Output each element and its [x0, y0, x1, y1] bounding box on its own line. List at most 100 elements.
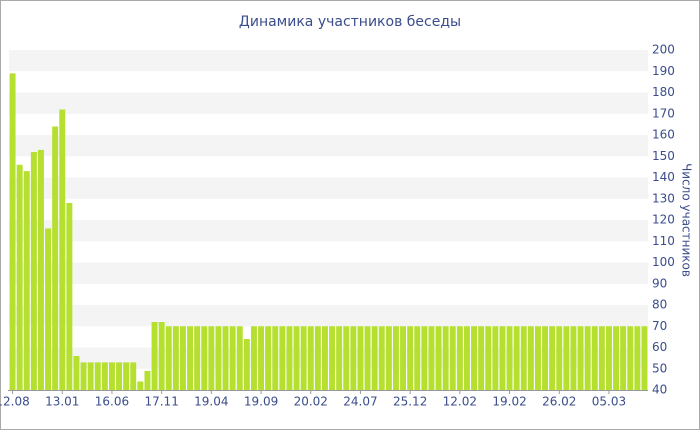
y-tick-label: 100: [652, 255, 675, 269]
x-tick-label: 19.04: [194, 395, 228, 409]
bar: [556, 326, 563, 390]
bar: [542, 326, 549, 390]
grid-band: [9, 177, 648, 199]
bar: [620, 326, 627, 390]
y-tick-label: 170: [652, 106, 675, 120]
x-tick-label: 12.08: [0, 395, 30, 409]
bar: [463, 326, 470, 390]
bar: [208, 326, 215, 390]
grid-band: [9, 241, 648, 263]
bar: [16, 164, 23, 390]
bar: [250, 326, 257, 390]
y-tick-label: 40: [652, 383, 667, 397]
bar: [421, 326, 428, 390]
bar: [123, 362, 130, 390]
bar: [371, 326, 378, 390]
bar: [30, 152, 37, 390]
bar: [80, 362, 87, 390]
bar: [527, 326, 534, 390]
bar: [314, 326, 321, 390]
bar: [350, 326, 357, 390]
bar: [329, 326, 336, 390]
bar: [300, 326, 307, 390]
x-tick-label: 19.09: [244, 395, 278, 409]
y-tick-label: 130: [652, 191, 675, 205]
bar: [151, 322, 158, 390]
bar: [307, 326, 314, 390]
y-tick-label: 180: [652, 85, 675, 99]
x-tick-label: 24.07: [343, 395, 377, 409]
bar: [392, 326, 399, 390]
x-tick-label: 13.01: [45, 395, 79, 409]
bar: [357, 326, 364, 390]
y-tick-label: 70: [652, 319, 667, 333]
bar: [158, 322, 165, 390]
grid-band: [9, 305, 648, 327]
bar: [471, 326, 478, 390]
bar: [336, 326, 343, 390]
bar: [343, 326, 350, 390]
y-axis-label: Число участников: [680, 163, 694, 277]
grid-band: [9, 135, 648, 157]
bar: [137, 381, 144, 390]
bar: [265, 326, 272, 390]
bar: [272, 326, 279, 390]
y-tick-label: 160: [652, 128, 675, 142]
y-tick-label: 90: [652, 276, 667, 290]
grid-band: [9, 113, 648, 135]
y-tick-label: 80: [652, 298, 667, 312]
bar: [364, 326, 371, 390]
y-tick-label: 140: [652, 170, 675, 184]
bar: [66, 203, 73, 390]
y-tick-label: 200: [652, 43, 675, 57]
bar: [215, 326, 222, 390]
y-tick-label: 50: [652, 361, 667, 375]
bar: [321, 326, 328, 390]
grid-band: [9, 50, 648, 72]
y-tick-label: 60: [652, 340, 667, 354]
bar: [37, 149, 44, 390]
bar: [172, 326, 179, 390]
bar: [194, 326, 201, 390]
bar: [378, 326, 385, 390]
bar: [449, 326, 456, 390]
bar: [385, 326, 392, 390]
bar: [598, 326, 605, 390]
grid-band: [9, 220, 648, 242]
bar: [179, 326, 186, 390]
bar: [59, 109, 66, 390]
bar: [9, 73, 16, 390]
bar: [634, 326, 641, 390]
x-tick-label: 16.06: [95, 395, 129, 409]
bar: [23, 171, 30, 390]
bar: [478, 326, 485, 390]
bar: [549, 326, 556, 390]
bar: [577, 326, 584, 390]
bar: [400, 326, 407, 390]
bar: [52, 126, 59, 390]
x-tick-label: 26.02: [542, 395, 576, 409]
bar: [144, 370, 151, 390]
grid-band: [9, 198, 648, 220]
bar: [236, 326, 243, 390]
x-tick-label: 17.11: [144, 395, 178, 409]
bar: [222, 326, 229, 390]
bar: [165, 326, 172, 390]
x-tick-label: 12.02: [443, 395, 477, 409]
grid-band: [9, 156, 648, 178]
bar: [94, 362, 101, 390]
bar: [584, 326, 591, 390]
x-tick-label: 05.03: [592, 395, 626, 409]
bar: [563, 326, 570, 390]
bar: [293, 326, 300, 390]
bar: [108, 362, 115, 390]
bar: [116, 362, 123, 390]
bar: [513, 326, 520, 390]
x-tick-label: 19.02: [492, 395, 526, 409]
y-tick-label: 150: [652, 149, 675, 163]
y-tick-label: 190: [652, 64, 675, 78]
bar: [229, 326, 236, 390]
bar: [187, 326, 194, 390]
chart-title: Динамика участников беседы: [239, 14, 461, 30]
